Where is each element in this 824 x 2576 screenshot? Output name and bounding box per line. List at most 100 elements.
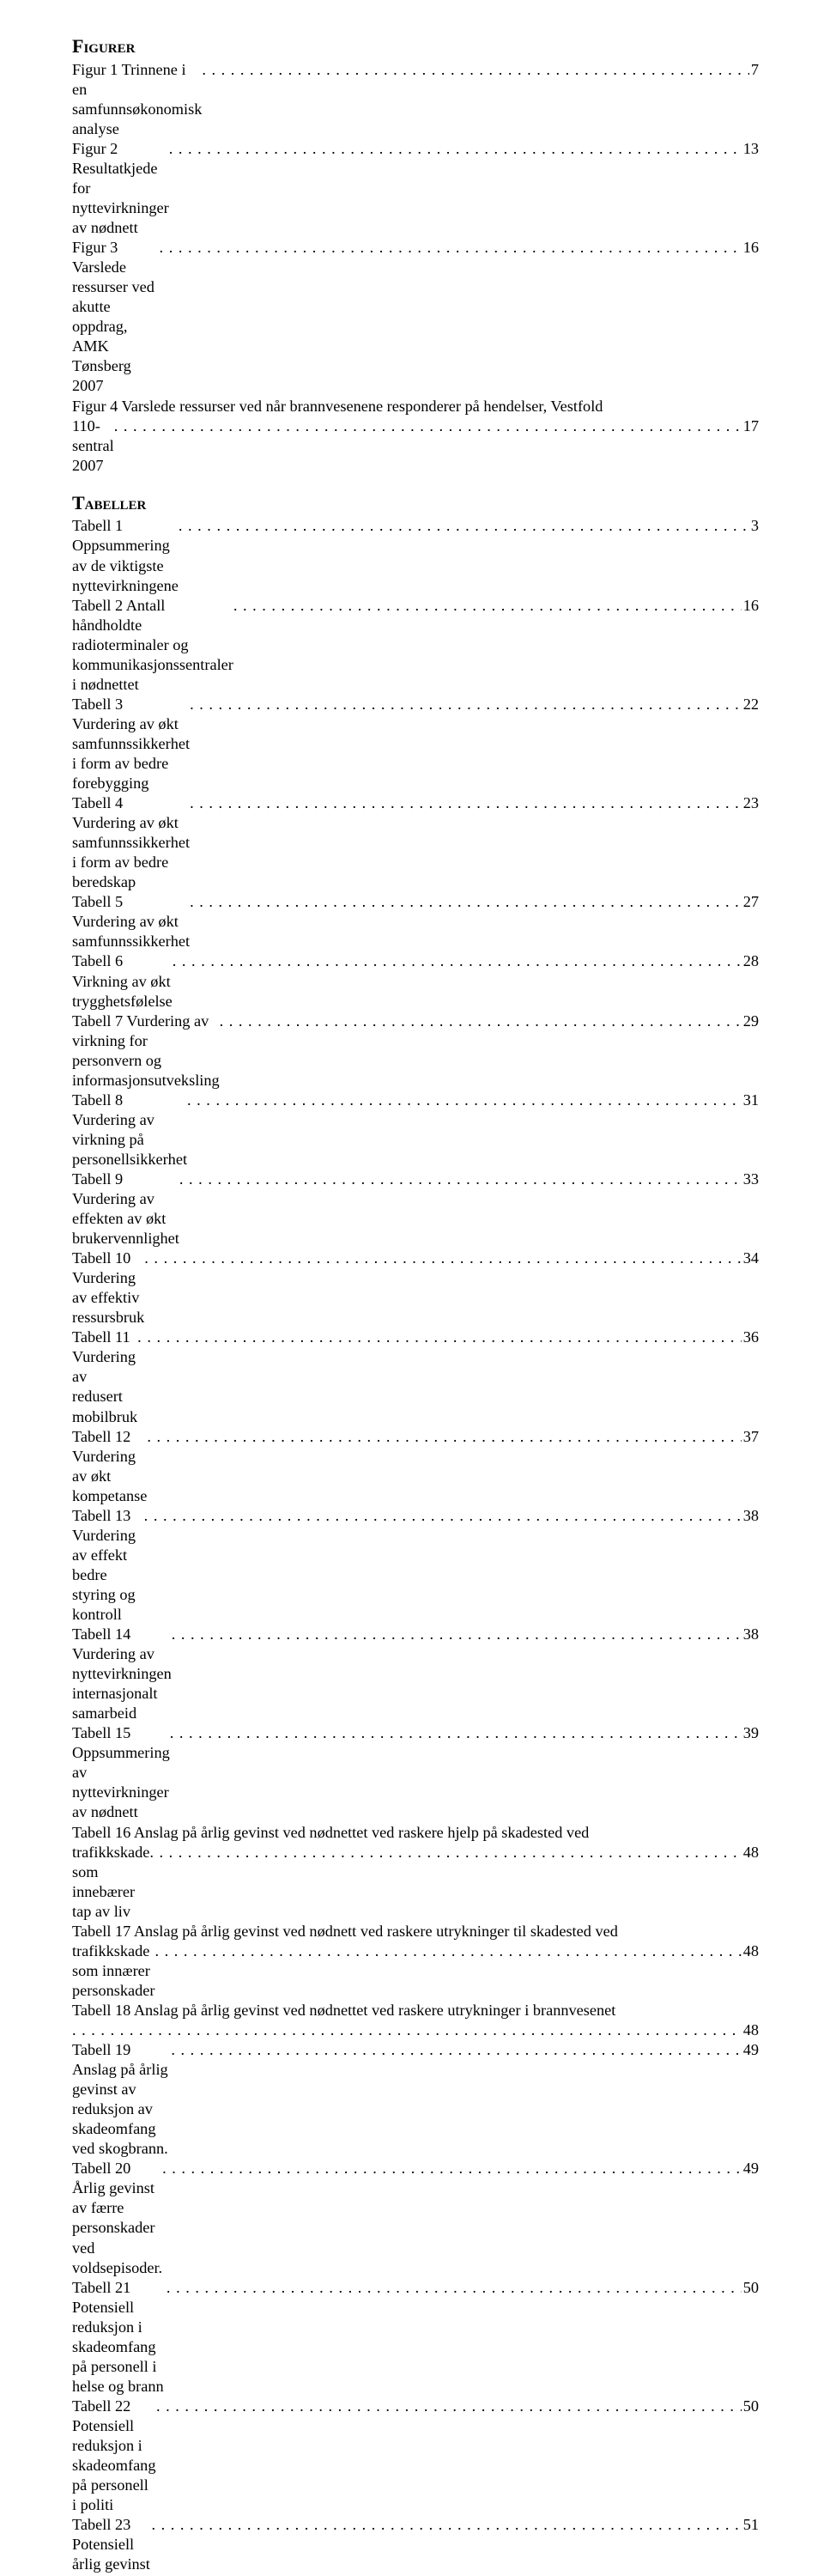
tabell-entry-page: 39	[742, 1723, 759, 1743]
tabell-entry: Tabell 12 Vurdering av økt kompetanse. .…	[72, 1427, 759, 1506]
tabell-entry-text: Tabell 11 Vurdering av redusert mobilbru…	[72, 1327, 137, 1426]
tabell-entry-text: Tabell 18 Anslag på årlig gevinst ved nø…	[72, 2001, 759, 2020]
leader-dots: . . . . . . . . . . . . . . . . . . . . …	[187, 1091, 742, 1110]
tabell-entry: Tabell 1 Oppsummering av de viktigste ny…	[72, 516, 759, 595]
tabell-entry-text: trafikkskade som innærer personskader	[72, 1941, 154, 2001]
figurer-heading: Figurer	[72, 34, 759, 58]
leader-dots: . . . . . . . . . . . . . . . . . . . . …	[172, 1625, 742, 1644]
figur-entry: Figur 2 Resultatkjede for nyttevirkninge…	[72, 139, 759, 238]
leader-dots: . . . . . . . . . . . . . . . . . . . . …	[202, 60, 749, 80]
tabell-entry-page: 38	[742, 1506, 759, 1526]
tabell-entry-page: 50	[742, 2397, 759, 2416]
tabell-entry-page: 3	[749, 516, 759, 536]
tabell-entry: . . . . . . . . . . . . . . . . . . . . …	[72, 2020, 759, 2040]
leader-dots: . . . . . . . . . . . . . . . . . . . . …	[144, 1506, 742, 1526]
tabell-entry-text: Tabell 8 Vurdering av virkning på person…	[72, 1091, 187, 1170]
tabell-entry-page: 29	[742, 1012, 759, 1031]
tabell-entry: Tabell 9 Vurdering av effekten av økt br…	[72, 1170, 759, 1249]
tabell-entry-page: 33	[742, 1170, 759, 1189]
leader-dots: . . . . . . . . . . . . . . . . . . . . …	[149, 1843, 741, 1862]
figur-entry: Figur 3 Varslede ressurser ved akutte op…	[72, 238, 759, 396]
tabell-entry-text: Tabell 6 Virkning av økt trygghetsfølels…	[72, 951, 173, 1011]
tabell-entry-text: Tabell 12 Vurdering av økt kompetanse	[72, 1427, 147, 1506]
figur-entry: 110-sentral 2007. . . . . . . . . . . . …	[72, 416, 759, 476]
tabell-entry-text: Tabell 17 Anslag på årlig gevinst ved nø…	[72, 1922, 759, 1941]
figurer-list: Figur 1 Trinnene i en samfunnsøkonomisk …	[72, 60, 759, 476]
leader-dots: . . . . . . . . . . . . . . . . . . . . …	[114, 416, 742, 436]
leader-dots: . . . . . . . . . . . . . . . . . . . . …	[190, 892, 742, 912]
figur-entry-text: Figur 4 Varslede ressurser ved når brann…	[72, 397, 759, 416]
figur-entry: Figur 1 Trinnene i en samfunnsøkonomisk …	[72, 60, 759, 139]
leader-dots: . . . . . . . . . . . . . . . . . . . . …	[154, 1941, 741, 1961]
leader-dots: . . . . . . . . . . . . . . . . . . . . …	[220, 1012, 742, 1031]
figur-entry-page: 13	[742, 139, 759, 159]
leader-dots: . . . . . . . . . . . . . . . . . . . . …	[190, 793, 742, 813]
tabell-entry-text: Tabell 21 Potensiell reduksjon i skadeom…	[72, 2278, 167, 2397]
leader-dots: . . . . . . . . . . . . . . . . . . . . …	[137, 1327, 742, 1347]
tabell-entry-page: 22	[742, 695, 759, 714]
tabell-entry: Tabell 8 Vurdering av virkning på person…	[72, 1091, 759, 1170]
leader-dots: . . . . . . . . . . . . . . . . . . . . …	[156, 2397, 742, 2416]
tabell-entry: Tabell 7 Vurdering av virkning for perso…	[72, 1012, 759, 1091]
tabell-entry-text: Tabell 10 Vurdering av effektiv ressursb…	[72, 1249, 144, 1327]
tabell-entry-text: Tabell 7 Vurdering av virkning for perso…	[72, 1012, 220, 1091]
leader-dots: . . . . . . . . . . . . . . . . . . . . …	[179, 1170, 742, 1189]
tabell-entry-page: 36	[742, 1327, 759, 1347]
tabell-entry-text: Tabell 2 Antall håndholdte radioterminal…	[72, 596, 233, 695]
leader-dots: . . . . . . . . . . . . . . . . . . . . …	[179, 516, 749, 536]
tabell-entry-page: 23	[742, 793, 759, 813]
tabell-entry-text: Tabell 1 Oppsummering av de viktigste ny…	[72, 516, 179, 595]
tabell-entry: Tabell 23 Potensiell årlig gevinst av fæ…	[72, 2515, 759, 2576]
tabell-entry: Tabell 6 Virkning av økt trygghetsfølels…	[72, 951, 759, 1011]
leader-dots: . . . . . . . . . . . . . . . . . . . . …	[162, 2159, 742, 2178]
tabell-entry-page: 27	[742, 892, 759, 912]
tabell-entry: Tabell 19 Anslag på årlig gevinst av red…	[72, 2040, 759, 2159]
tabell-entry-text: Tabell 3 Vurdering av økt samfunnssikker…	[72, 695, 190, 793]
leader-dots: . . . . . . . . . . . . . . . . . . . . …	[233, 596, 742, 616]
tabell-entry: trafikkskade som innebærer tap av liv. .…	[72, 1843, 759, 1922]
tabell-entry: Tabell 10 Vurdering av effektiv ressursb…	[72, 1249, 759, 1327]
leader-dots: . . . . . . . . . . . . . . . . . . . . …	[151, 2515, 741, 2535]
tabell-entry: Tabell 4 Vurdering av økt samfunnssikker…	[72, 793, 759, 892]
tabell-entry: trafikkskade som innærer personskader. .…	[72, 1941, 759, 2001]
tabell-entry: Tabell 13 Vurdering av effekt bedre styr…	[72, 1506, 759, 1625]
tabell-entry-text: Tabell 19 Anslag på årlig gevinst av red…	[72, 2040, 171, 2159]
tabell-entry-page: 48	[742, 1843, 759, 1862]
tabell-entry-page: 34	[742, 1249, 759, 1268]
leader-dots: . . . . . . . . . . . . . . . . . . . . …	[173, 951, 742, 971]
figur-entry-text: Figur 2 Resultatkjede for nyttevirkninge…	[72, 139, 169, 238]
tabell-entry-text: Tabell 23 Potensiell årlig gevinst av fæ…	[72, 2515, 151, 2576]
tabell-entry-text: Tabell 14 Vurdering av nyttevirkningen i…	[72, 1625, 172, 1723]
figur-entry-page: 17	[742, 416, 759, 436]
figur-entry-page: 16	[742, 238, 759, 258]
tabell-entry-page: 31	[742, 1091, 759, 1110]
figur-entry-text: Figur 1 Trinnene i en samfunnsøkonomisk …	[72, 60, 202, 139]
figur-entry-page: 7	[749, 60, 759, 80]
leader-dots: . . . . . . . . . . . . . . . . . . . . …	[147, 1427, 741, 1447]
leader-dots: . . . . . . . . . . . . . . . . . . . . …	[169, 139, 742, 159]
tabell-entry-text: Tabell 15 Oppsummering av nyttevirkninge…	[72, 1723, 170, 1822]
tabell-entry-text: Tabell 5 Vurdering av økt samfunnssikker…	[72, 892, 190, 951]
tabell-entry-text: trafikkskade som innebærer tap av liv	[72, 1843, 149, 1922]
leader-dots: . . . . . . . . . . . . . . . . . . . . …	[167, 2278, 742, 2298]
tabell-entry-page: 28	[742, 951, 759, 971]
tabell-entry-page: 49	[742, 2159, 759, 2178]
tabell-entry-page: 37	[742, 1427, 759, 1447]
figur-entry-text: 110-sentral 2007	[72, 416, 114, 476]
tabell-entry: Tabell 14 Vurdering av nyttevirkningen i…	[72, 1625, 759, 1723]
tabeller-list: Tabell 1 Oppsummering av de viktigste ny…	[72, 516, 759, 2576]
leader-dots: . . . . . . . . . . . . . . . . . . . . …	[72, 2020, 742, 2040]
tabell-entry-page: 50	[742, 2278, 759, 2298]
leader-dots: . . . . . . . . . . . . . . . . . . . . …	[144, 1249, 741, 1268]
tabell-entry: Tabell 11 Vurdering av redusert mobilbru…	[72, 1327, 759, 1426]
tabell-entry-page: 16	[742, 596, 759, 616]
tabell-entry: Tabell 21 Potensiell reduksjon i skadeom…	[72, 2278, 759, 2397]
tabell-entry: Tabell 3 Vurdering av økt samfunnssikker…	[72, 695, 759, 793]
tabell-entry: Tabell 22 Potensiell reduksjon i skadeom…	[72, 2397, 759, 2515]
tabell-entry-text: Tabell 16 Anslag på årlig gevinst ved nø…	[72, 1823, 759, 1843]
tabell-entry: Tabell 15 Oppsummering av nyttevirkninge…	[72, 1723, 759, 1822]
tabell-entry-page: 48	[742, 2020, 759, 2040]
tabell-entry-text: Tabell 13 Vurdering av effekt bedre styr…	[72, 1506, 144, 1625]
tabell-entry-text: Tabell 9 Vurdering av effekten av økt br…	[72, 1170, 179, 1249]
tabell-entry-text: Tabell 20 Årlig gevinst av færre persons…	[72, 2159, 162, 2277]
